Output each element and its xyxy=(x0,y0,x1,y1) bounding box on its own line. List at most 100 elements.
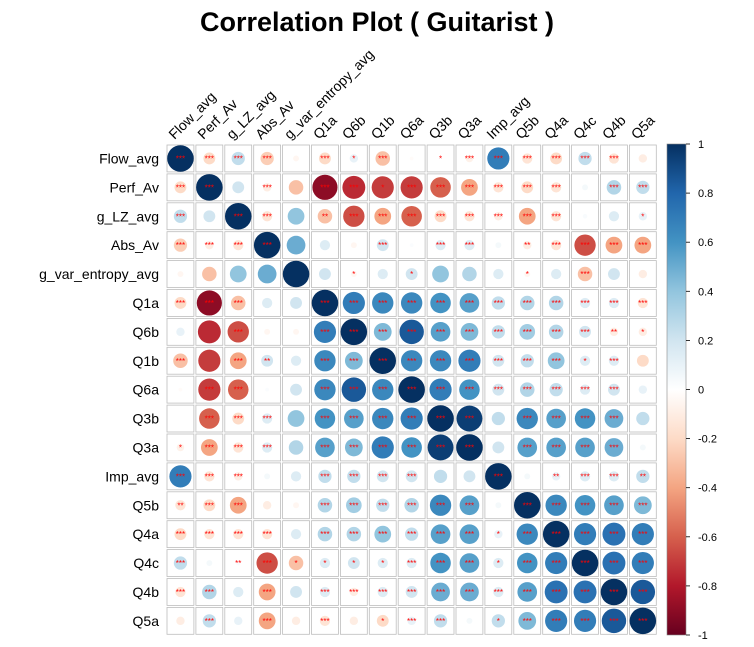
significance-stars: *** xyxy=(349,386,358,395)
correlation-circle xyxy=(493,557,504,569)
correlation-circle xyxy=(174,297,187,309)
significance-stars: *** xyxy=(234,328,243,337)
significance-stars: *** xyxy=(436,212,445,221)
correlation-circle xyxy=(202,266,217,282)
row-label: g_LZ_avg xyxy=(97,208,159,224)
correlation-circle xyxy=(604,409,624,428)
significance-stars: *** xyxy=(234,357,243,366)
correlation-circle xyxy=(430,524,451,544)
correlation-circle xyxy=(430,552,451,574)
correlation-circle xyxy=(290,586,302,598)
significance-stars: ** xyxy=(177,501,183,510)
significance-stars: *** xyxy=(407,386,416,395)
column-label: Q4c xyxy=(570,113,599,142)
correlation-circle xyxy=(493,586,504,598)
significance-stars: *** xyxy=(609,530,618,539)
significance-stars: *** xyxy=(378,588,387,597)
correlation-circle xyxy=(409,243,414,248)
correlation-circle xyxy=(233,240,244,251)
color-bar-tick-label: -0.8 xyxy=(698,581,717,593)
correlation-circle xyxy=(638,385,648,394)
correlation-circle xyxy=(319,152,331,165)
significance-stars: *** xyxy=(523,154,532,163)
correlation-circle xyxy=(169,465,192,488)
correlation-circle xyxy=(176,327,185,337)
correlation-circle xyxy=(341,377,367,402)
correlation-circle xyxy=(434,210,447,223)
significance-stars: *** xyxy=(378,443,387,452)
significance-stars: * xyxy=(352,154,355,163)
significance-stars: * xyxy=(294,559,297,568)
color-bar xyxy=(666,143,687,636)
significance-stars: *** xyxy=(638,183,647,192)
correlation-circle xyxy=(198,378,221,401)
significance-stars: *** xyxy=(609,588,618,597)
significance-stars: *** xyxy=(262,415,271,424)
significance-stars: *** xyxy=(205,617,214,626)
correlation-circle xyxy=(262,529,273,540)
significance-stars: *** xyxy=(436,183,445,192)
correlation-circle xyxy=(523,240,532,250)
significance-stars: *** xyxy=(551,183,560,192)
significance-stars: *** xyxy=(580,559,589,568)
correlation-circle xyxy=(545,494,567,516)
correlation-circle xyxy=(633,496,652,515)
correlation-circle xyxy=(461,178,478,196)
significance-stars: *** xyxy=(609,357,618,366)
correlation-circle xyxy=(464,240,475,251)
correlation-circle xyxy=(638,269,648,279)
significance-stars: *** xyxy=(262,241,271,250)
correlation-circle xyxy=(608,153,620,164)
significance-stars: *** xyxy=(407,357,416,366)
significance-stars: *** xyxy=(262,617,271,626)
significance-stars: *** xyxy=(407,212,416,221)
correlation-circle xyxy=(579,325,591,338)
correlation-circle xyxy=(344,351,363,370)
correlation-circle xyxy=(233,442,244,453)
correlation-circle xyxy=(400,292,423,314)
grid-cell xyxy=(571,144,599,173)
correlation-circle xyxy=(374,525,392,543)
correlation-circle xyxy=(545,609,568,632)
correlation-circle xyxy=(405,470,418,483)
significance-stars: *** xyxy=(234,443,243,452)
correlation-circle xyxy=(491,296,505,310)
significance-stars: *** xyxy=(320,328,329,337)
correlation-circle xyxy=(282,260,310,288)
correlation-circle xyxy=(167,145,194,172)
significance-stars: *** xyxy=(523,443,532,452)
significance-stars: *** xyxy=(523,212,532,221)
color-bar-tick-label: 0.6 xyxy=(698,237,713,249)
correlation-circle xyxy=(573,580,597,604)
significance-stars: * xyxy=(410,270,413,279)
significance-stars: *** xyxy=(580,501,589,510)
correlation-circle xyxy=(579,384,591,395)
significance-stars: *** xyxy=(320,617,329,626)
correlation-circle xyxy=(427,434,454,461)
correlation-circle xyxy=(176,443,185,452)
significance-stars: *** xyxy=(407,501,416,510)
significance-stars: * xyxy=(381,183,384,192)
color-bar-tick-label: 0.8 xyxy=(698,188,713,200)
significance-stars: *** xyxy=(378,154,387,163)
correlation-circle xyxy=(495,242,502,249)
row-label: Q4b xyxy=(133,584,160,600)
correlation-circle xyxy=(608,211,620,222)
row-labels: Flow_avg Perf_Av g_LZ_avg Abs_Av g_var_entro… xyxy=(39,150,159,628)
row-label: Imp_avg xyxy=(105,468,159,484)
grid-cell xyxy=(195,549,224,577)
correlation-circle xyxy=(369,347,396,374)
correlation-circle xyxy=(573,523,597,546)
significance-stars: *** xyxy=(176,472,185,481)
correlation-circle xyxy=(551,182,562,193)
correlation-circle xyxy=(203,499,216,512)
significance-stars: *** xyxy=(320,472,329,481)
correlation-circle xyxy=(546,408,566,429)
correlation-circle xyxy=(288,555,304,571)
significance-stars: *** xyxy=(580,530,589,539)
grid-cell xyxy=(253,433,281,462)
correlation-circle xyxy=(203,210,216,223)
significance-stars: *** xyxy=(580,241,589,250)
significance-stars: *** xyxy=(523,588,532,597)
significance-stars: ** xyxy=(264,357,270,366)
